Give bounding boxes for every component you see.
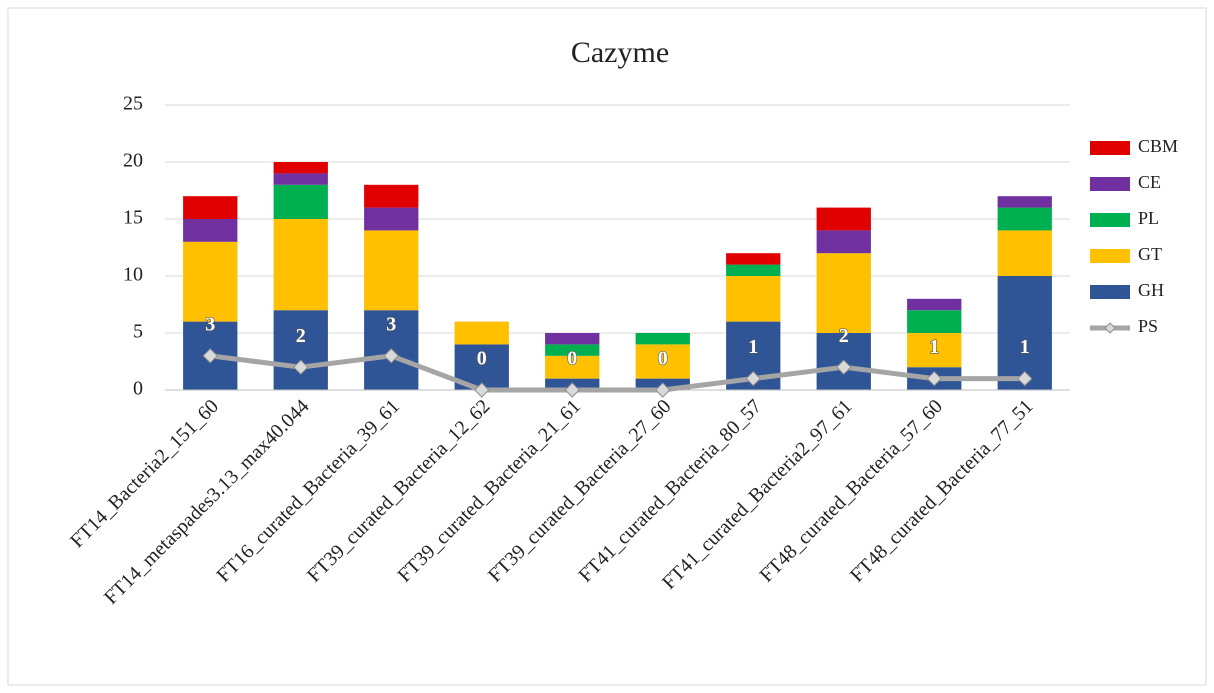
legend-swatch (1090, 141, 1130, 155)
bar-segment (816, 230, 871, 254)
bar-segment (997, 207, 1052, 231)
data-label: 3 (205, 313, 215, 335)
bar-segment (273, 219, 328, 311)
line-marker (474, 382, 490, 398)
line-marker (926, 370, 942, 387)
data-label: 1 (929, 336, 939, 358)
legend-label: GH (1138, 280, 1164, 300)
data-label: 1 (1020, 336, 1030, 358)
bar-segment (364, 230, 419, 311)
bar-segment (183, 241, 238, 322)
legend-swatch (1090, 249, 1130, 263)
y-tick-label: 25 (123, 93, 143, 115)
legend-swatch (1090, 177, 1130, 191)
line-marker (564, 382, 580, 398)
bar-segment (545, 344, 600, 356)
data-label: 3 (386, 313, 396, 335)
y-tick-label: 5 (133, 321, 143, 343)
chart-title: Cazyme (571, 36, 669, 69)
legend-swatch (1090, 285, 1130, 299)
line-marker (202, 348, 218, 364)
line-marker (655, 382, 671, 398)
legend-label: PL (1138, 208, 1159, 228)
y-tick-label: 20 (123, 150, 143, 172)
legend-label: PS (1138, 316, 1158, 336)
line-marker (383, 348, 399, 364)
y-tick-label: 15 (123, 207, 143, 229)
data-label: 1 (748, 336, 758, 358)
bar-segment (816, 253, 871, 333)
line-marker (293, 359, 309, 375)
data-label: 2 (296, 325, 306, 347)
bar-segment (907, 298, 962, 311)
bar-segment (364, 207, 419, 231)
bar-segment (816, 207, 871, 231)
line-marker (1017, 370, 1033, 387)
legend-label: GT (1138, 244, 1162, 264)
legend-swatch (1090, 213, 1130, 227)
bar-segment (183, 196, 238, 219)
bar-segment (273, 184, 328, 219)
bar-segment (907, 310, 962, 333)
line-series (209, 353, 1025, 393)
bar-segment (273, 310, 328, 390)
data-label: 0 (658, 348, 668, 370)
legend-marker (1104, 322, 1116, 334)
data-label: 0 (567, 348, 577, 370)
bar-segment (726, 276, 781, 322)
bar-segment (726, 253, 781, 265)
legend-label: CBM (1138, 136, 1178, 156)
bar-segment (273, 173, 328, 185)
y-tick-label: 0 (133, 378, 143, 400)
bar-segment (545, 333, 600, 345)
bar-segment (545, 355, 600, 379)
legend-label: CE (1138, 172, 1161, 192)
data-label: 0 (477, 348, 487, 370)
bar-segment (635, 333, 690, 345)
bar-segment (364, 184, 419, 208)
line-marker (836, 359, 852, 375)
bar-segment (454, 321, 509, 345)
y-tick-label: 10 (123, 264, 143, 286)
bar-segment (183, 219, 238, 242)
bar-segment (997, 196, 1052, 208)
bar-segment (907, 333, 962, 368)
bar-segment (997, 230, 1052, 276)
bar-segment (273, 162, 328, 174)
bar-segment (726, 264, 781, 276)
line-marker (745, 370, 761, 387)
bar-segment (635, 344, 690, 379)
data-label: 2 (839, 325, 849, 347)
